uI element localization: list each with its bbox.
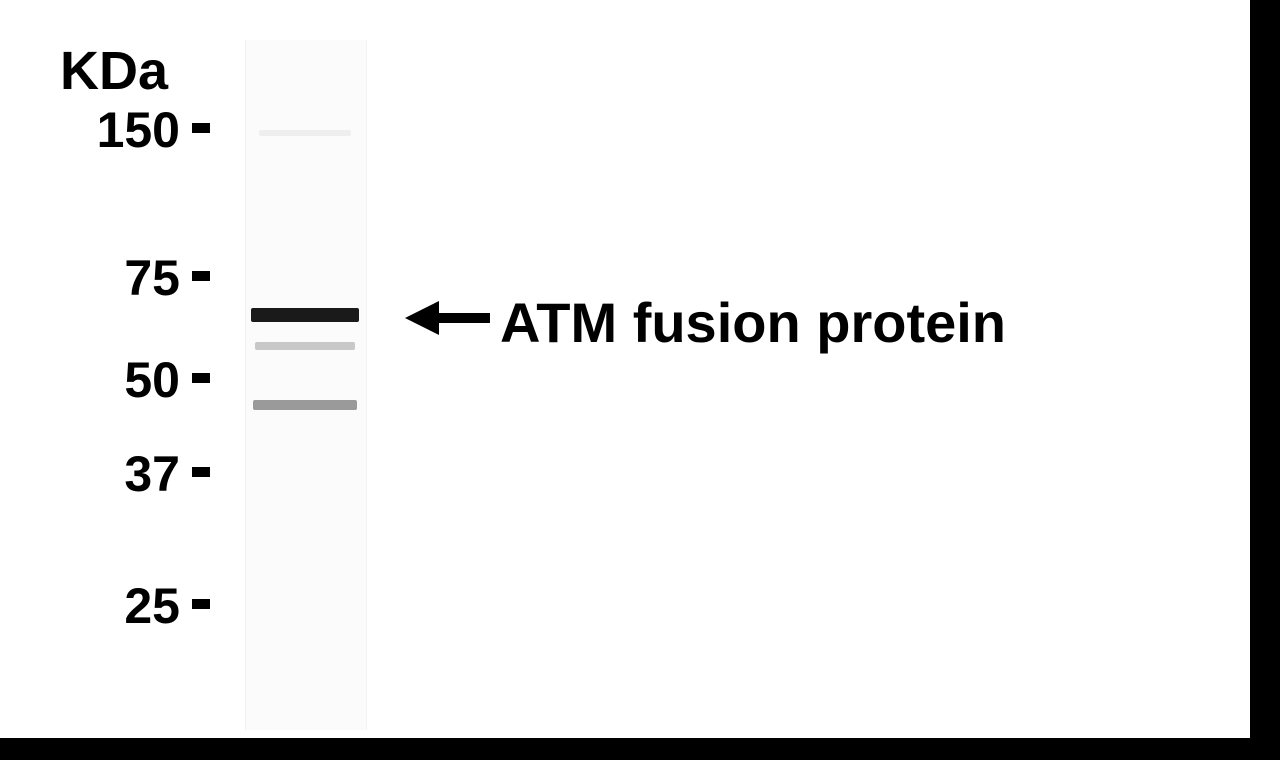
ladder-marker-37: 37 xyxy=(124,445,180,503)
ladder-marker-150: 150 xyxy=(97,101,180,159)
blot-lane xyxy=(245,40,367,730)
ladder-tick-25 xyxy=(192,599,210,609)
ladder-tick-75 xyxy=(192,271,210,281)
band-smear-top xyxy=(259,130,351,136)
frame-border-right xyxy=(1250,0,1280,760)
ladder-tick-150 xyxy=(192,123,210,133)
ladder-tick-37 xyxy=(192,467,210,477)
ladder-unit-label: KDa xyxy=(60,40,168,102)
ladder-tick-50 xyxy=(192,373,210,383)
annotation-arrow-head xyxy=(405,301,439,335)
band-faint-1 xyxy=(255,342,355,350)
band-faint-2 xyxy=(253,400,357,410)
ladder-marker-25: 25 xyxy=(124,577,180,635)
band-main xyxy=(251,308,359,322)
frame-border-bottom xyxy=(0,738,1280,760)
ladder-marker-75: 75 xyxy=(124,249,180,307)
ladder-marker-50: 50 xyxy=(124,351,180,409)
annotation-label: ATM fusion protein xyxy=(500,290,1006,355)
